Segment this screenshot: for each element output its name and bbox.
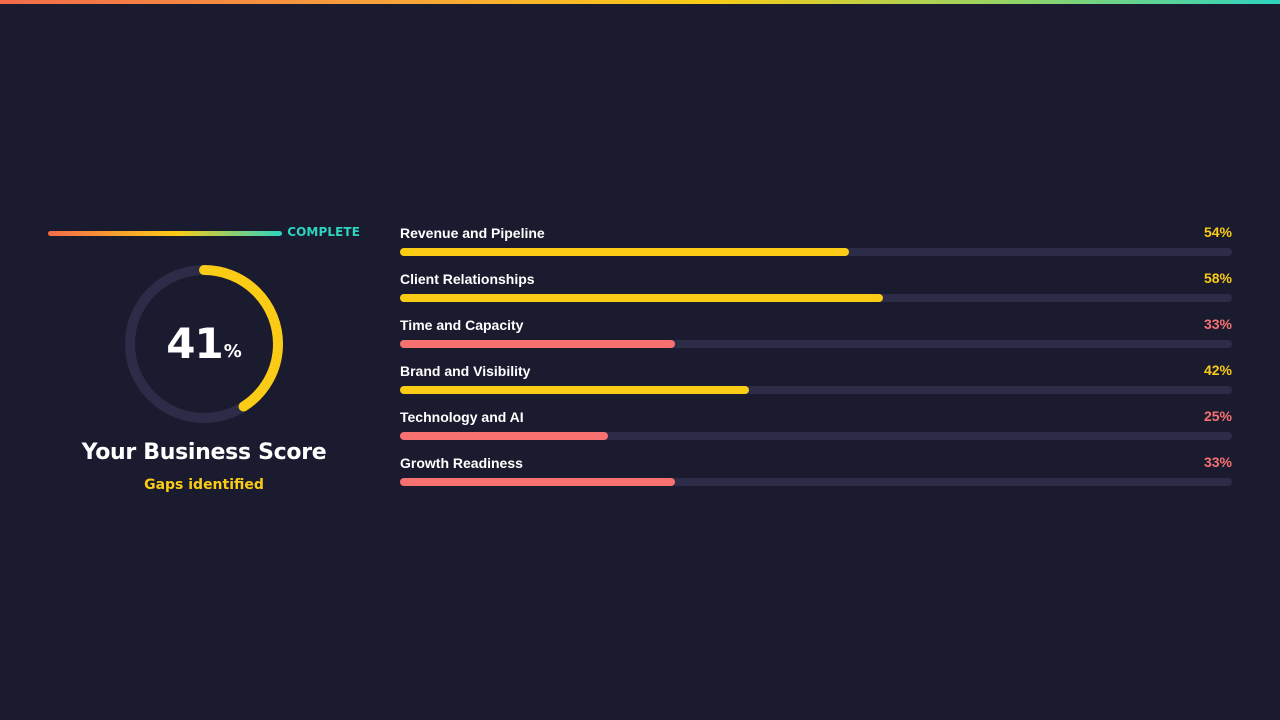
completion-progress: COMPLETE xyxy=(48,222,360,244)
score-readout: 41% xyxy=(124,264,284,424)
category-percent: 25% xyxy=(1203,408,1232,424)
score-gauge: 41% xyxy=(124,264,284,424)
category-percent: 54% xyxy=(1203,224,1232,240)
category-percent: 42% xyxy=(1203,362,1232,378)
category-list: Revenue and Pipeline 54% Client Relationsh… xyxy=(400,224,1232,500)
category-row: Technology and AI 25% xyxy=(400,408,1232,454)
score-panel: COMPLETE 41% Your Business Score Gaps id… xyxy=(48,222,360,493)
top-gradient-stripe xyxy=(0,0,1280,4)
category-name: Client Relationships xyxy=(400,271,535,287)
score-gauge-arc xyxy=(125,265,283,423)
category-bar-fill xyxy=(400,478,675,486)
score-title: Your Business Score xyxy=(81,440,327,465)
completion-label: COMPLETE xyxy=(287,225,360,239)
category-bar-fill xyxy=(400,432,608,440)
score-value: 41 xyxy=(166,319,223,368)
category-bar-track xyxy=(400,248,1232,256)
category-bar-fill xyxy=(400,248,850,256)
category-bar-track xyxy=(400,386,1232,394)
category-row: Growth Readiness 33% xyxy=(400,454,1232,500)
category-bar-fill xyxy=(400,386,750,394)
category-name: Brand and Visibility xyxy=(400,363,531,379)
category-bar-track xyxy=(400,432,1232,440)
category-bar-track xyxy=(400,478,1232,486)
category-bar-track xyxy=(400,294,1232,302)
category-name: Revenue and Pipeline xyxy=(400,225,545,241)
category-name: Time and Capacity xyxy=(400,317,524,333)
score-subtitle: Gaps identified xyxy=(144,477,264,493)
category-percent: 33% xyxy=(1203,316,1232,332)
category-bar-fill xyxy=(400,294,883,302)
completion-progress-bar xyxy=(48,231,282,236)
score-unit: % xyxy=(223,340,242,362)
category-row: Brand and Visibility 42% xyxy=(400,362,1232,408)
category-percent: 33% xyxy=(1203,454,1232,470)
category-percent: 58% xyxy=(1203,270,1232,286)
category-row: Time and Capacity 33% xyxy=(400,316,1232,362)
category-bar-track xyxy=(400,340,1232,348)
category-name: Technology and AI xyxy=(400,409,524,425)
score-gauge-svg xyxy=(125,265,283,423)
category-row: Client Relationships 58% xyxy=(400,270,1232,316)
category-bar-fill xyxy=(400,340,675,348)
category-name: Growth Readiness xyxy=(400,455,523,471)
category-row: Revenue and Pipeline 54% xyxy=(400,224,1232,270)
